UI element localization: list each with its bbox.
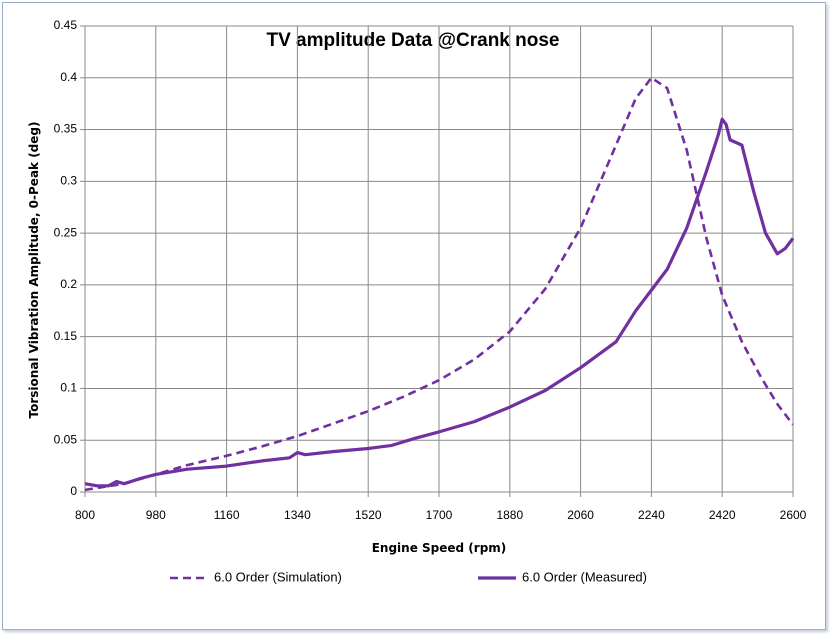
- x-tick-labels: 800 980 1160 1340 1520 1700 1880 2060 2240 2420 26…: [75, 508, 807, 522]
- y-tick-label: 0.35: [54, 122, 78, 136]
- chart-title: TV amplitude Data @Crank nose: [266, 30, 559, 51]
- grid: [85, 25, 794, 492]
- y-tick-label: 0.4: [60, 70, 77, 84]
- x-tick-label: 1880: [496, 508, 523, 522]
- legend-entry-label: 6.0 Order (Simulation): [214, 569, 342, 584]
- x-axis-label: Engine Speed (rpm): [372, 541, 507, 555]
- x-tick-label: 800: [75, 508, 95, 522]
- series-line-measured: [84, 117, 795, 488]
- y-axis-label: Torsional Vibration Amplitude, 0-Peak (d…: [27, 122, 41, 419]
- axes: [80, 25, 794, 497]
- y-tick-label: 0.2: [60, 277, 77, 291]
- x-tick-label: 2060: [567, 508, 594, 522]
- series-line-simulation: [84, 76, 795, 492]
- x-tick-label: 2240: [638, 508, 665, 522]
- x-tick-label: 1520: [355, 508, 382, 522]
- x-tick-label: 1340: [284, 508, 311, 522]
- y-tick-label: 0.15: [54, 329, 78, 343]
- legend: 6.0 Order (Simulation) 6.0 Order (Measure…: [170, 569, 647, 584]
- series-lines: [84, 76, 795, 492]
- x-tick-label: 1160: [214, 508, 240, 522]
- y-tick-label: 0.3: [60, 174, 77, 188]
- x-tick-label: 2420: [709, 508, 736, 522]
- x-tick-label: 2600: [780, 508, 807, 522]
- y-tick-label: 0.45: [54, 18, 78, 32]
- y-tick-label: 0.05: [54, 432, 78, 446]
- y-tick-labels: 0 0.05 0.1 0.15 0.2 0.25 0.3 0.35 0.4 0.45: [54, 18, 78, 498]
- legend-entry-label: 6.0 Order (Measured): [522, 569, 647, 584]
- y-tick-label: 0: [70, 484, 77, 498]
- x-tick-label: 1700: [426, 508, 453, 522]
- y-tick-label: 0.1: [60, 381, 77, 395]
- x-tick-label: 980: [146, 508, 166, 522]
- y-tick-label: 0.25: [54, 225, 78, 239]
